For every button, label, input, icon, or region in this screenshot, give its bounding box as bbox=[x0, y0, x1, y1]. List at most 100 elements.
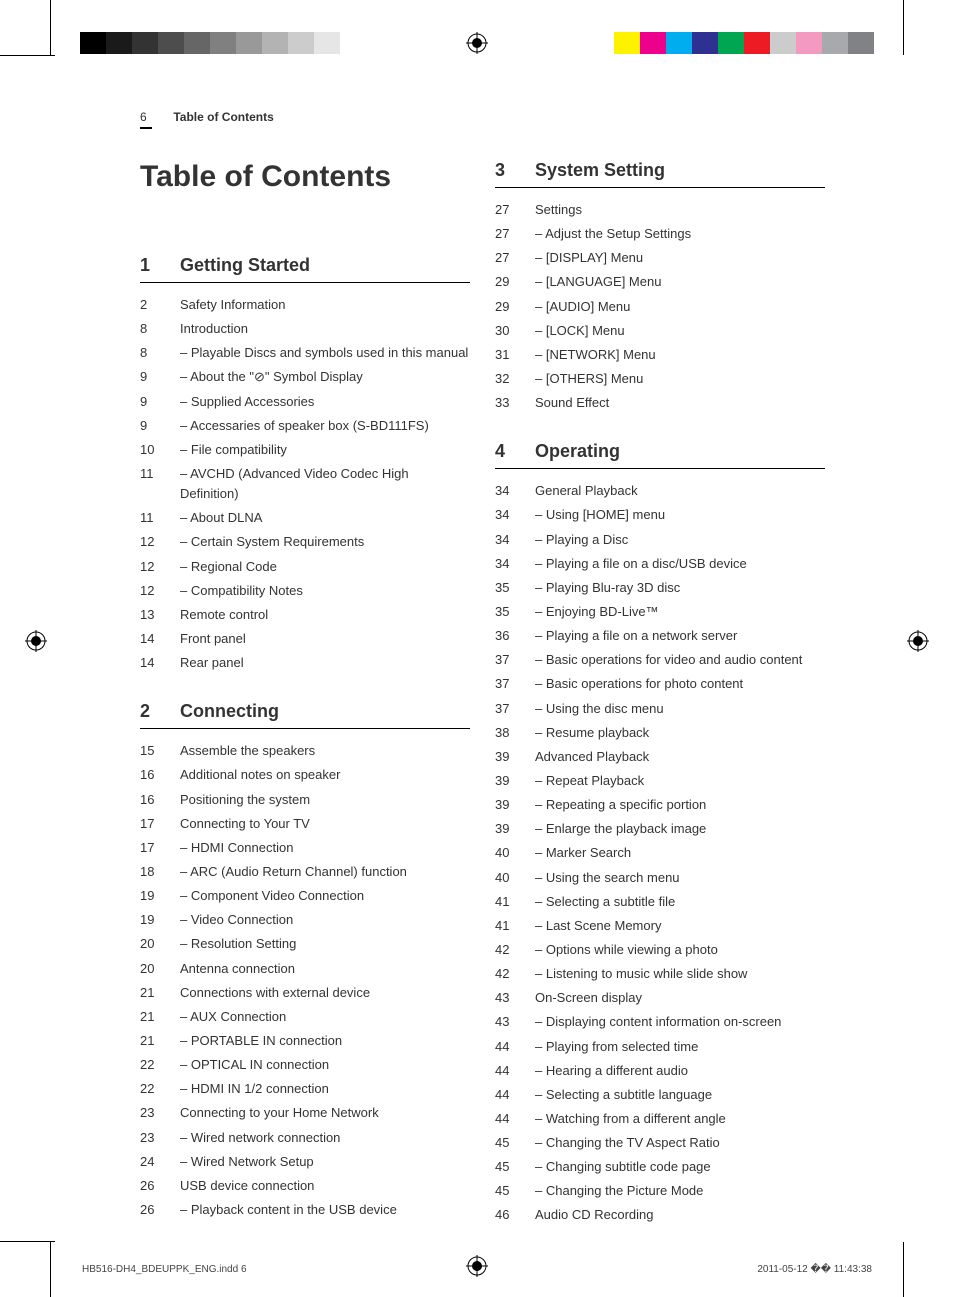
toc-entry: 45Changing the Picture Mode bbox=[495, 1179, 825, 1203]
toc-entry: 17Connecting to Your TV bbox=[140, 812, 470, 836]
toc-entry-text: Safety Information bbox=[180, 295, 470, 315]
toc-entry: 26Playback content in the USB device bbox=[140, 1198, 470, 1222]
toc-page-ref: 32 bbox=[495, 369, 535, 389]
toc-page-ref: 44 bbox=[495, 1061, 535, 1081]
toc-page-ref: 37 bbox=[495, 674, 535, 694]
toc-entry: 21PORTABLE IN connection bbox=[140, 1029, 470, 1053]
toc-page-ref: 46 bbox=[495, 1205, 535, 1225]
toc-entry-text: Enlarge the playback image bbox=[535, 819, 825, 839]
section-number: 2 bbox=[140, 701, 180, 722]
toc-entry: 23Connecting to your Home Network bbox=[140, 1101, 470, 1125]
toc-entry-text: Resolution Setting bbox=[180, 934, 470, 954]
toc-entry-text: Regional Code bbox=[180, 557, 470, 577]
toc-page-ref: 42 bbox=[495, 964, 535, 984]
running-header: 6 Table of Contents bbox=[140, 110, 274, 124]
toc-entry-text: Displaying content information on-screen bbox=[535, 1012, 825, 1032]
toc-entry: 34Playing a Disc bbox=[495, 528, 825, 552]
toc-entry: 19Video Connection bbox=[140, 908, 470, 932]
toc-entry: 10File compatibility bbox=[140, 438, 470, 462]
toc-entry-text: Watching from a different angle bbox=[535, 1109, 825, 1129]
section-number: 1 bbox=[140, 255, 180, 276]
toc-entry-text: Introduction bbox=[180, 319, 470, 339]
toc-page-ref: 29 bbox=[495, 297, 535, 317]
toc-page-ref: 40 bbox=[495, 843, 535, 863]
toc-entry: 32[OTHERS] Menu bbox=[495, 367, 825, 391]
toc-entry-text: [NETWORK] Menu bbox=[535, 345, 825, 365]
toc-entry-text: Positioning the system bbox=[180, 790, 470, 810]
gray-swatch bbox=[262, 32, 288, 54]
registration-mark-icon bbox=[466, 32, 488, 54]
toc-entry: 21Connections with external device bbox=[140, 981, 470, 1005]
toc-entry-text: Changing the TV Aspect Ratio bbox=[535, 1133, 825, 1153]
toc-page-ref: 45 bbox=[495, 1133, 535, 1153]
toc-entry-text: Enjoying BD-Live™ bbox=[535, 602, 825, 622]
color-swatch bbox=[614, 32, 640, 54]
toc-page-ref: 34 bbox=[495, 481, 535, 501]
toc-page-ref: 26 bbox=[140, 1176, 180, 1196]
toc-section-heading: 4Operating bbox=[495, 441, 825, 469]
toc-entry: 39Repeat Playback bbox=[495, 769, 825, 793]
toc-entry-text: HDMI Connection bbox=[180, 838, 470, 858]
toc-entry: 43On-Screen display bbox=[495, 986, 825, 1010]
toc-entry: 27Adjust the Setup Settings bbox=[495, 222, 825, 246]
toc-entry-text: Sound Effect bbox=[535, 393, 825, 413]
page-number: 6 bbox=[140, 110, 170, 124]
color-swatch bbox=[770, 32, 796, 54]
toc-entry: 26USB device connection bbox=[140, 1174, 470, 1198]
toc-page-ref: 43 bbox=[495, 1012, 535, 1032]
gray-swatch bbox=[288, 32, 314, 54]
toc-entry-text: Compatibility Notes bbox=[180, 581, 470, 601]
toc-entry-text: Selecting a subtitle file bbox=[535, 892, 825, 912]
toc-entry-text: HDMI IN 1/2 connection bbox=[180, 1079, 470, 1099]
toc-entry-text: On-Screen display bbox=[535, 988, 825, 1008]
toc-entry: 17HDMI Connection bbox=[140, 836, 470, 860]
toc-page-ref: 27 bbox=[495, 224, 535, 244]
color-swatch bbox=[848, 32, 874, 54]
toc-page-ref: 38 bbox=[495, 723, 535, 743]
toc-entry-text: Hearing a different audio bbox=[535, 1061, 825, 1081]
toc-page-ref: 21 bbox=[140, 1007, 180, 1027]
toc-entry-text: ARC (Audio Return Channel) function bbox=[180, 862, 470, 882]
toc-page-ref: 24 bbox=[140, 1152, 180, 1172]
toc-entry-text: File compatibility bbox=[180, 440, 470, 460]
toc-entry-text: Connections with external device bbox=[180, 983, 470, 1003]
toc-page-ref: 44 bbox=[495, 1109, 535, 1129]
gray-swatch bbox=[158, 32, 184, 54]
toc-entry-text: Playable Discs and symbols used in this … bbox=[180, 343, 470, 363]
color-swatch bbox=[692, 32, 718, 54]
toc-entry: 34Using [HOME] menu bbox=[495, 503, 825, 527]
toc-page-ref: 9 bbox=[140, 416, 180, 436]
section-number: 4 bbox=[495, 441, 535, 462]
section-title: System Setting bbox=[535, 160, 665, 181]
toc-entry: 41Selecting a subtitle file bbox=[495, 890, 825, 914]
toc-entry: 35Enjoying BD-Live™ bbox=[495, 600, 825, 624]
toc-entry: 41Last Scene Memory bbox=[495, 914, 825, 938]
toc-section-heading: 3System Setting bbox=[495, 160, 825, 188]
toc-entry-text: About the "⊘" Symbol Display bbox=[180, 367, 470, 387]
toc-page-ref: 19 bbox=[140, 886, 180, 906]
toc-entry-text: Options while viewing a photo bbox=[535, 940, 825, 960]
toc-entry-text: Playing a Disc bbox=[535, 530, 825, 550]
toc-page-ref: 34 bbox=[495, 530, 535, 550]
section-title: Getting Started bbox=[180, 255, 310, 276]
toc-page-ref: 2 bbox=[140, 295, 180, 315]
toc-entry: 21AUX Connection bbox=[140, 1005, 470, 1029]
toc-entry-text: Front panel bbox=[180, 629, 470, 649]
crop-mark bbox=[0, 1241, 55, 1242]
toc-entry: 8Playable Discs and symbols used in this… bbox=[140, 341, 470, 365]
toc-entry: 19Component Video Connection bbox=[140, 884, 470, 908]
toc-entry-text: Certain System Requirements bbox=[180, 532, 470, 552]
toc-section-heading: 2Connecting bbox=[140, 701, 470, 729]
toc-entry-text: Selecting a subtitle language bbox=[535, 1085, 825, 1105]
toc-entry: 8Introduction bbox=[140, 317, 470, 341]
toc-entry: 9About the "⊘" Symbol Display bbox=[140, 365, 470, 389]
toc-page-ref: 35 bbox=[495, 578, 535, 598]
toc-page-ref: 17 bbox=[140, 814, 180, 834]
toc-entry: 29[LANGUAGE] Menu bbox=[495, 270, 825, 294]
toc-entry-text: [DISPLAY] Menu bbox=[535, 248, 825, 268]
toc-entry: 27Settings bbox=[495, 198, 825, 222]
toc-entry: 34Playing a file on a disc/USB device bbox=[495, 552, 825, 576]
toc-entry: 37Basic operations for photo content bbox=[495, 672, 825, 696]
toc-entry: 40Using the search menu bbox=[495, 866, 825, 890]
toc-entry-text: PORTABLE IN connection bbox=[180, 1031, 470, 1051]
